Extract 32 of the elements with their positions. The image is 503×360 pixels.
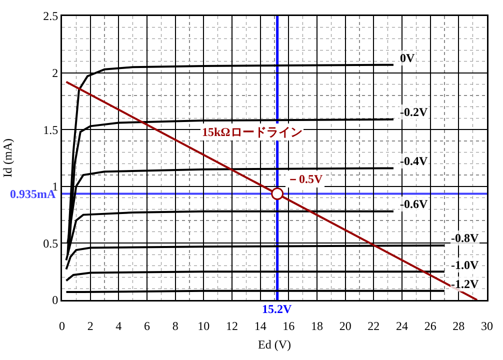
x-tick-label: 22: [368, 318, 380, 333]
x-tick-label: 6: [144, 318, 150, 333]
x-tick-label: 24: [396, 318, 408, 333]
x-tick-label: 12: [226, 318, 238, 333]
series-label: -0.2V: [400, 105, 428, 119]
y-tick-label: 0: [52, 293, 58, 308]
series-label: -0.6V: [400, 197, 428, 211]
annotation: －0.5V: [287, 172, 323, 186]
series-label: -0.8V: [451, 231, 479, 245]
x-tick-label: 10: [198, 318, 210, 333]
x-tick-label: 2: [87, 318, 94, 333]
series-label: -1.0V: [451, 258, 479, 272]
x-tick-label: 30: [481, 318, 493, 333]
x-tick-label: 26: [424, 318, 436, 333]
x-axis-title: Ed (V): [258, 338, 291, 352]
x-tick-label: 18: [311, 318, 323, 333]
x-tick-label: 28: [452, 318, 465, 333]
y-axis-title: Id (mA): [0, 138, 15, 178]
x-tick-label: 16: [282, 318, 295, 333]
y-tick-label: 2: [52, 66, 58, 80]
series-label: -0.4V: [400, 154, 428, 168]
y-tick-label: 1.5: [43, 122, 58, 137]
x-tick-label: 4: [116, 318, 122, 333]
ref-line-label: 15.2V: [262, 302, 292, 316]
x-tick-label: 14: [254, 318, 266, 333]
y-tick-label: 2.5: [43, 9, 58, 24]
series-label: 0V: [400, 51, 415, 65]
x-tick-label: 8: [172, 318, 178, 333]
x-tick-label: 20: [339, 318, 352, 333]
y-tick-label: 0.5: [43, 236, 58, 250]
series-label: -1.2V: [451, 277, 479, 291]
series-label: 15kΩロードライン: [202, 125, 302, 139]
